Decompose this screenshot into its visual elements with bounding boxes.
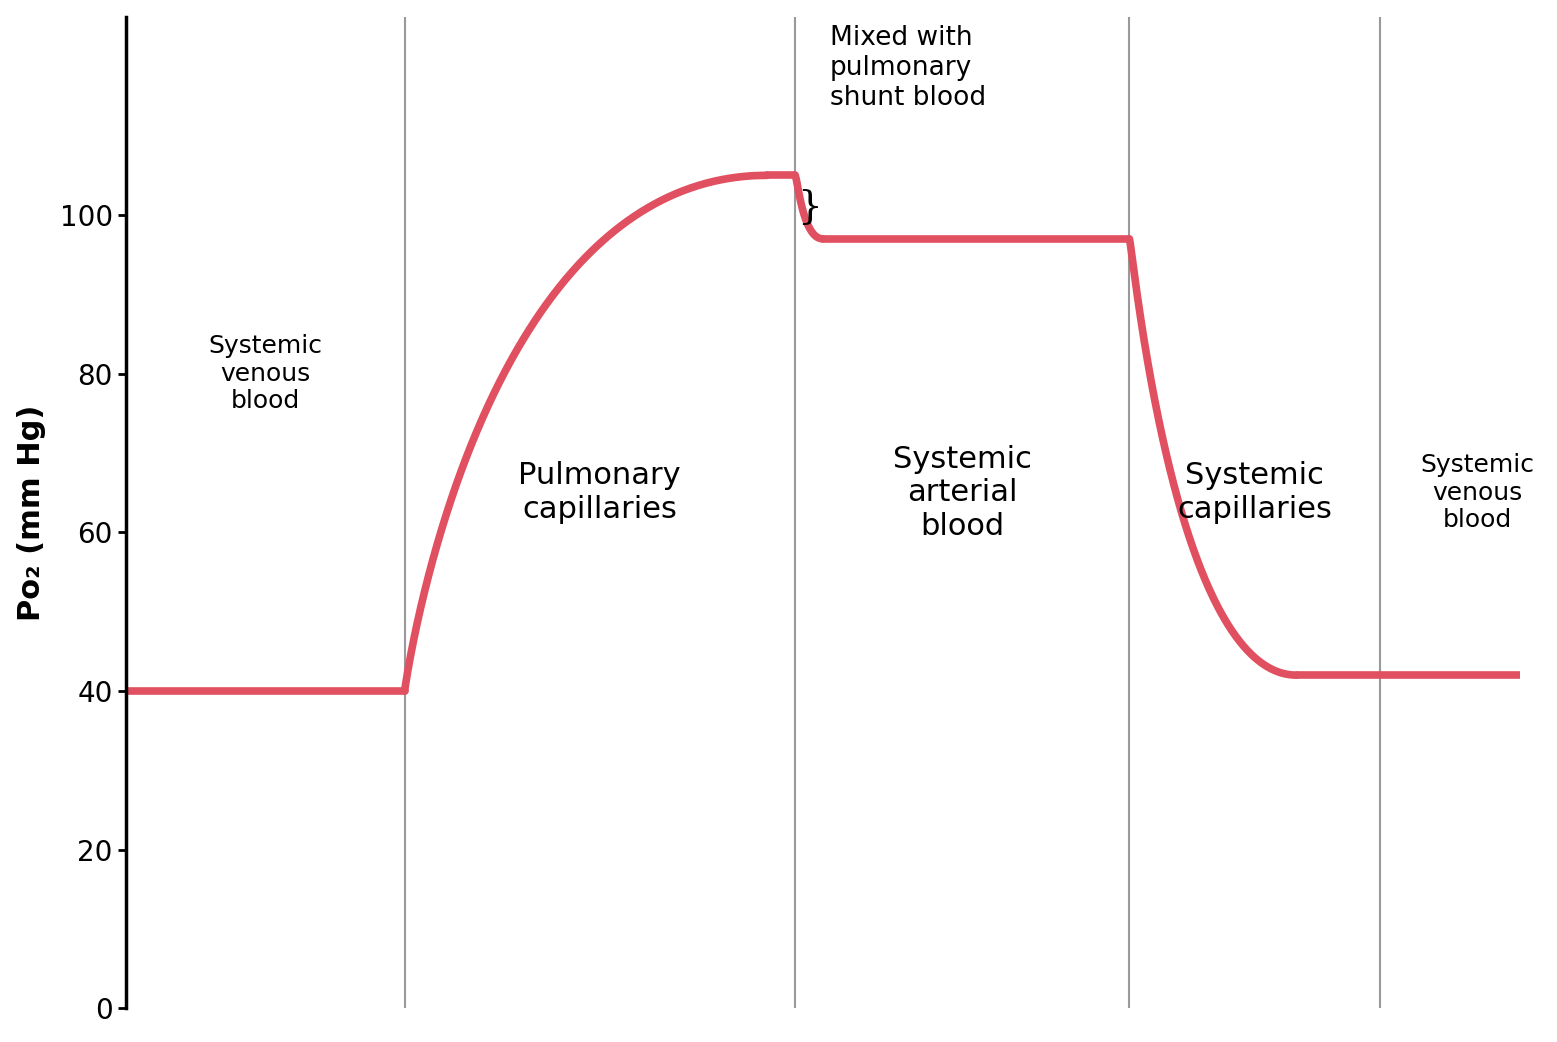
Text: Pulmonary
capillaries: Pulmonary capillaries	[518, 462, 680, 524]
Text: Systemic
venous
blood: Systemic venous blood	[1420, 453, 1535, 532]
Y-axis label: Po₂ (mm Hg): Po₂ (mm Hg)	[17, 404, 45, 621]
Text: Systemic
capillaries: Systemic capillaries	[1177, 462, 1333, 524]
Text: Mixed with
pulmonary
shunt blood: Mixed with pulmonary shunt blood	[830, 25, 986, 110]
Text: Systemic
venous
blood: Systemic venous blood	[209, 333, 322, 414]
Text: Systemic
arterial
blood: Systemic arterial blood	[892, 445, 1031, 541]
Text: }: }	[797, 189, 822, 225]
